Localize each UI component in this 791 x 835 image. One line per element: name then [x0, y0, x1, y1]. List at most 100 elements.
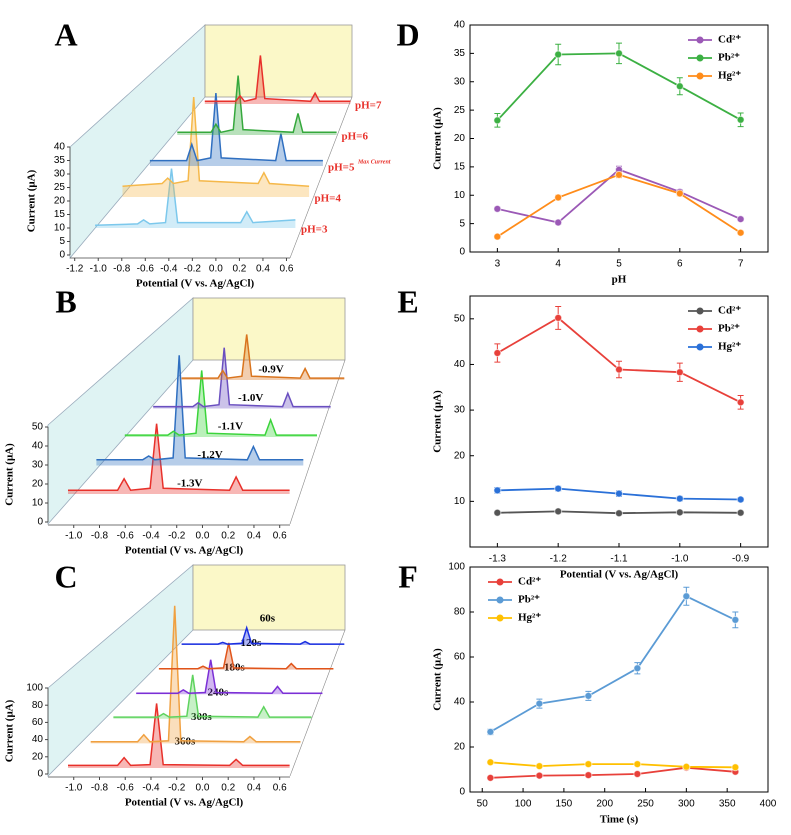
y-tick-label: 100 [26, 683, 43, 694]
y-tick-label: 50 [454, 313, 466, 324]
x-tick-label: -0.4 [142, 783, 160, 794]
trace-label: pH=4 [315, 193, 342, 205]
trace-line [158, 642, 334, 670]
data-point [486, 773, 495, 782]
trace-line [136, 659, 323, 695]
data-point [535, 699, 544, 708]
floor-edge [289, 629, 346, 777]
data-point [554, 484, 563, 493]
y-tick-label: 30 [54, 169, 66, 180]
y-tick-label: 30 [32, 460, 44, 471]
panel-label: F [398, 558, 418, 594]
y-axis-label: Current (μA) [432, 648, 444, 711]
data-point [675, 368, 684, 377]
x-tick-label: 50 [477, 799, 489, 810]
x-tick-label: -0.6 [117, 531, 135, 542]
y-tick-label: 10 [454, 496, 466, 507]
trace-line [149, 93, 323, 162]
y-axis-label: Current (μA) [4, 699, 16, 762]
x-tick-label: 0.0 [196, 531, 210, 542]
x-tick-label: 4 [555, 259, 561, 270]
data-point [554, 218, 563, 227]
x-tick-label: 0.2 [232, 264, 246, 275]
data-point [493, 232, 502, 241]
floor-edge [289, 359, 346, 525]
legend-marker [496, 614, 504, 622]
trace-line [181, 625, 345, 645]
legend-marker [696, 54, 704, 62]
x-tick-label: 400 [760, 799, 777, 810]
trace-line [181, 334, 345, 379]
trace-label: pH=5 [328, 162, 355, 174]
x-tick-label: -1.0 [65, 531, 83, 542]
trace-label: -1.3V [177, 478, 202, 490]
x-tick-label: 6 [677, 259, 683, 270]
y-tick-label: 20 [454, 133, 466, 144]
trace-label: pH=3 [301, 224, 328, 236]
legend-marker [696, 343, 704, 351]
data-point [736, 228, 745, 237]
y-axis-label: Current (μA) [432, 107, 444, 170]
data-point [486, 727, 495, 736]
y-tick-label: 35 [54, 155, 66, 166]
panel-label: E [397, 283, 418, 319]
trace-line [204, 55, 351, 103]
trace-line [153, 347, 331, 408]
legend-marker [696, 72, 704, 80]
y-tick-label: 15 [54, 209, 66, 220]
data-point [731, 763, 740, 772]
x-tick-label: 0.6 [273, 783, 287, 794]
y-tick-label: 20 [32, 479, 44, 490]
x-tick-label: 0.2 [221, 531, 235, 542]
y-tick-label: 20 [454, 742, 466, 753]
back-wall [204, 24, 353, 98]
legend-label: Hg²⁺ [718, 70, 741, 82]
x-tick-label: 100 [515, 799, 532, 810]
y-tick-label: 30 [454, 76, 466, 87]
x-axis-label: Time (s) [600, 814, 639, 826]
x-tick-label: -0.2 [184, 264, 202, 275]
trace-line [122, 97, 310, 187]
y-tick-label: 0 [459, 247, 465, 258]
x-tick-label: 0.4 [256, 264, 270, 275]
legend-label: Hg²⁺ [518, 612, 541, 624]
trace-label: pH=7 [355, 100, 382, 112]
x-axis-label: pH [612, 274, 627, 286]
data-point [633, 664, 642, 673]
data-point [554, 193, 563, 202]
y-tick-label: 0 [37, 517, 43, 528]
trace-line [124, 370, 317, 436]
legend-label: Cd²⁺ [718, 34, 741, 46]
trace-label: pH=6 [342, 131, 369, 143]
y-tick-label: 40 [454, 359, 466, 370]
y-tick-label: 20 [454, 450, 466, 461]
y-tick-label: 0 [59, 250, 65, 261]
trace-line [113, 674, 312, 718]
legend-label: Cd²⁺ [518, 576, 541, 588]
y-tick-label: 15 [454, 162, 466, 173]
data-point [554, 507, 563, 516]
y-tick-label: 30 [454, 405, 466, 416]
legend-marker [496, 596, 504, 604]
x-tick-label: 0.2 [221, 783, 235, 794]
legend-marker [496, 578, 504, 586]
data-point [633, 770, 642, 778]
data-point [584, 760, 593, 769]
trace-line [68, 423, 290, 491]
data-point [736, 115, 745, 124]
trace-area [95, 168, 296, 228]
series-line [489, 595, 736, 733]
y-axis-label: Current (μA) [432, 390, 444, 453]
data-point [554, 313, 563, 322]
data-point [675, 82, 684, 91]
x-tick-label: -1.2 [550, 554, 568, 565]
x-tick-label: 7 [738, 259, 744, 270]
y-tick-label: 35 [454, 48, 466, 59]
x-tick-label: 0.4 [247, 783, 261, 794]
y-tick-label: 0 [37, 769, 43, 780]
back-wall [192, 297, 346, 361]
x-tick-label: -1.0 [65, 783, 83, 794]
y-tick-label: 25 [54, 182, 66, 193]
x-tick-label: -0.4 [160, 264, 178, 275]
data-point [615, 489, 623, 498]
